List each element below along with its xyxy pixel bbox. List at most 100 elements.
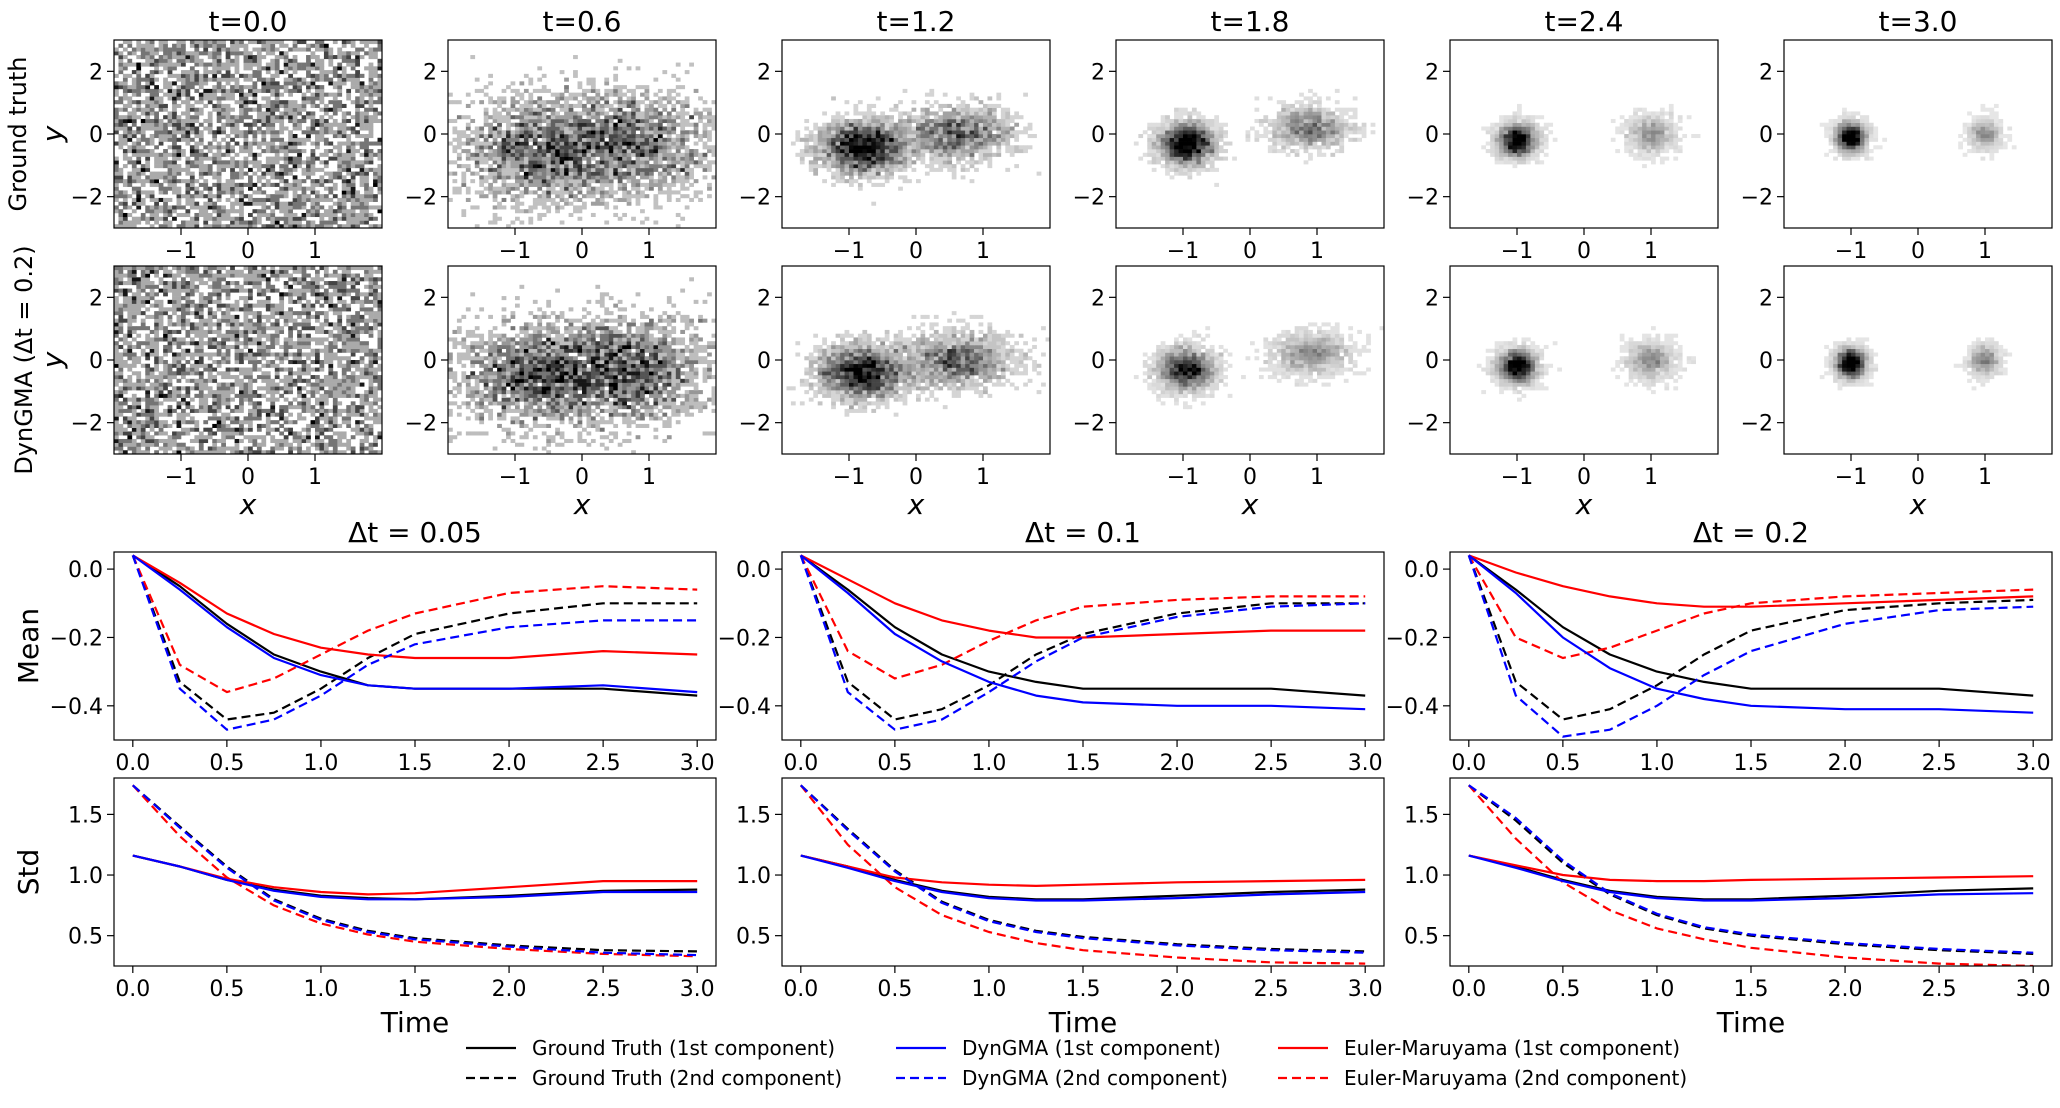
density-cell — [604, 111, 610, 116]
density-cell — [649, 171, 654, 176]
density-cell — [528, 100, 534, 105]
density-cell — [297, 201, 302, 206]
density-cell — [640, 152, 645, 157]
density-cell — [149, 100, 155, 105]
density-cell — [243, 47, 249, 52]
density-cell — [225, 118, 231, 124]
density-cell — [626, 122, 632, 127]
density-cell — [590, 96, 596, 101]
density-cell — [666, 182, 672, 187]
density-cell — [1196, 134, 1202, 139]
density-cell — [479, 88, 485, 93]
density-cell — [297, 111, 302, 116]
density-cell — [528, 179, 534, 184]
density-cell — [364, 194, 369, 199]
density-cell — [523, 122, 529, 127]
density-cell — [991, 126, 997, 131]
density-cell — [1200, 152, 1206, 157]
density-cell — [608, 179, 614, 184]
density-cell — [328, 81, 334, 86]
density-cell — [310, 43, 316, 48]
density-cell — [532, 156, 538, 161]
density-cell — [497, 205, 502, 210]
density-cell — [194, 70, 200, 75]
density-cell — [310, 85, 316, 90]
density-cell — [274, 66, 280, 71]
density-cell — [613, 149, 619, 154]
density-cell — [582, 182, 587, 187]
density-cell — [1183, 137, 1188, 142]
density-cell — [1267, 118, 1273, 124]
density-cell — [279, 40, 285, 45]
density-cell — [172, 209, 177, 214]
density-cell — [158, 134, 164, 139]
density-cell — [501, 182, 507, 187]
density-cell — [207, 216, 213, 221]
density-cell — [1339, 111, 1345, 116]
density-cell — [590, 145, 596, 150]
density-cell — [167, 145, 173, 150]
density-cell — [911, 160, 917, 165]
density-cell — [122, 179, 128, 184]
density-cell — [1503, 145, 1509, 150]
density-cell — [355, 194, 360, 199]
density-cell — [288, 205, 293, 210]
density-cell — [835, 152, 841, 157]
density-cell — [136, 40, 142, 45]
density-cell — [234, 130, 240, 135]
density-cell — [528, 190, 534, 195]
density-cell — [969, 130, 975, 135]
density-cell — [528, 92, 534, 97]
density-cell — [265, 47, 271, 52]
density-cell — [617, 160, 623, 165]
density-cell — [835, 115, 841, 120]
density-cell — [239, 186, 244, 191]
density-cell — [332, 55, 338, 60]
density-cell — [181, 220, 186, 225]
density-cell — [640, 130, 645, 135]
density-cell — [960, 118, 966, 124]
density-cell — [216, 115, 222, 120]
density-cell — [835, 149, 841, 154]
x-tick-label: 0 — [1243, 239, 1257, 264]
density-cell — [461, 141, 467, 146]
density-cell — [465, 141, 471, 146]
density-cell — [274, 137, 280, 142]
density-cell — [297, 118, 302, 124]
density-cell — [207, 118, 213, 124]
density-cell — [550, 175, 556, 180]
density-cell — [497, 171, 502, 176]
density-cell — [198, 43, 204, 48]
density-cell — [288, 111, 293, 116]
density-cell — [1628, 141, 1634, 146]
density-cell — [707, 134, 712, 139]
density-cell — [373, 182, 378, 187]
density-cell — [203, 73, 209, 78]
density-cell — [297, 156, 302, 161]
density-cell — [617, 145, 623, 150]
density-cell — [359, 167, 365, 172]
density-cell — [319, 47, 325, 52]
density-cell — [127, 62, 133, 67]
density-cell — [523, 107, 529, 112]
density-cell — [1187, 137, 1193, 142]
density-cell — [474, 141, 480, 146]
density-cell — [474, 156, 480, 161]
density-cell — [306, 81, 311, 86]
density-cell — [541, 126, 547, 131]
density-cell — [1272, 134, 1278, 139]
density-cell — [452, 149, 458, 154]
density-cell — [938, 137, 944, 142]
density-cell — [306, 164, 311, 169]
density-cell — [680, 115, 686, 120]
density-cell — [662, 167, 668, 172]
density-cell — [1508, 152, 1513, 157]
density-cell — [1330, 130, 1336, 135]
density-cell — [274, 88, 280, 93]
density-cell — [1174, 167, 1179, 172]
density-cell — [649, 111, 654, 116]
density-cell — [675, 62, 681, 67]
density-cell — [194, 145, 200, 150]
density-cell — [1218, 134, 1224, 139]
density-cell — [532, 88, 538, 93]
